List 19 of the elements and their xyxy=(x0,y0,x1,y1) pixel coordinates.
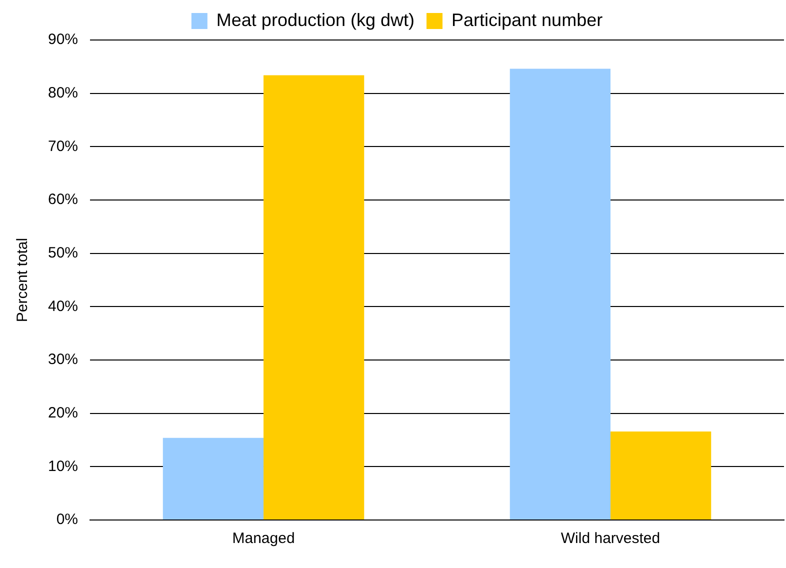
y-tick-label: 30% xyxy=(48,351,78,368)
y-tick-label: 90% xyxy=(48,31,78,48)
y-tick-label: 10% xyxy=(48,458,78,475)
x-tick-label: Wild harvested xyxy=(560,530,660,548)
bar xyxy=(264,75,364,520)
legend-label: Participant number xyxy=(452,10,603,30)
y-tick-label: 80% xyxy=(48,84,78,102)
y-tick-label: 40% xyxy=(48,298,78,315)
y-tick-label: 20% xyxy=(48,404,78,422)
y-tick-label: 70% xyxy=(48,138,78,155)
x-tick-label: Managed xyxy=(232,530,295,548)
y-tick-label: 60% xyxy=(48,191,78,208)
y-tick-label: 0% xyxy=(56,511,78,528)
y-axis-title: Percent total xyxy=(14,238,32,322)
y-tick-label: 50% xyxy=(48,244,78,262)
legend-label: Meat production (kg dwt) xyxy=(216,10,415,30)
bar xyxy=(510,68,611,520)
bar xyxy=(610,431,712,520)
bar xyxy=(162,438,264,520)
